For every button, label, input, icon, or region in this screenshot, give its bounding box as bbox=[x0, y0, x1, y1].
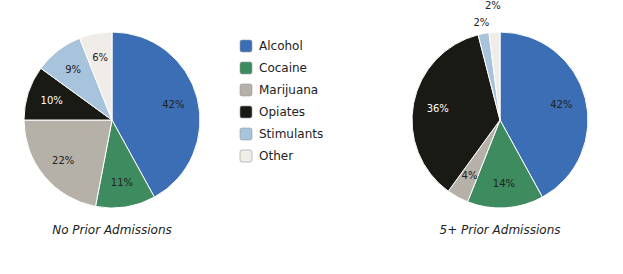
legend-label: Opiates bbox=[259, 105, 305, 119]
data-label: 42% bbox=[162, 99, 184, 110]
data-label: 14% bbox=[493, 178, 515, 189]
data-label: 22% bbox=[52, 155, 74, 166]
pie bbox=[412, 32, 588, 208]
pie-title: 5+ Prior Admissions bbox=[440, 223, 561, 237]
pie-slice bbox=[478, 33, 500, 120]
legend-swatch bbox=[240, 40, 252, 52]
legend-label: Marijuana bbox=[259, 83, 318, 97]
pie-labels: 42% 14% 4% 36% 2% 2% bbox=[427, 0, 573, 188]
legend-label: Alcohol bbox=[259, 39, 303, 53]
chart-svg: 42% 11% 22% 10% 9% 6% No Prior Admissions 42% 14… bbox=[0, 0, 623, 274]
data-label: 2% bbox=[473, 17, 489, 28]
legend-swatch bbox=[240, 106, 252, 118]
legend-swatch bbox=[240, 150, 252, 162]
legend-swatch bbox=[240, 128, 252, 140]
legend-label: Stimulants bbox=[259, 127, 323, 141]
pie-labels: 42% 11% 22% 10% 9% 6% bbox=[41, 52, 185, 188]
legend-label: Cocaine bbox=[259, 61, 307, 75]
legend-label: Other bbox=[259, 149, 293, 163]
data-label: 4% bbox=[462, 170, 478, 181]
pie-slice bbox=[489, 32, 500, 120]
data-label: 42% bbox=[550, 99, 572, 110]
data-label: 11% bbox=[111, 177, 133, 188]
chart-root: 42% 11% 22% 10% 9% 6% No Prior Admissions 42% 14… bbox=[0, 0, 623, 274]
pie-slice bbox=[24, 120, 112, 206]
pie bbox=[24, 32, 200, 208]
data-label: 9% bbox=[65, 64, 81, 75]
data-label: 36% bbox=[427, 103, 449, 114]
data-label: 6% bbox=[92, 52, 108, 63]
legend-swatch bbox=[240, 62, 252, 74]
pie-slice bbox=[80, 32, 112, 120]
data-label: 2% bbox=[485, 0, 501, 11]
legend: Alcohol Cocaine Marijuana Opiates Stimulants… bbox=[240, 39, 323, 163]
legend-swatch bbox=[240, 84, 252, 96]
data-label: 10% bbox=[41, 95, 63, 106]
pie-title: No Prior Admissions bbox=[52, 223, 172, 237]
